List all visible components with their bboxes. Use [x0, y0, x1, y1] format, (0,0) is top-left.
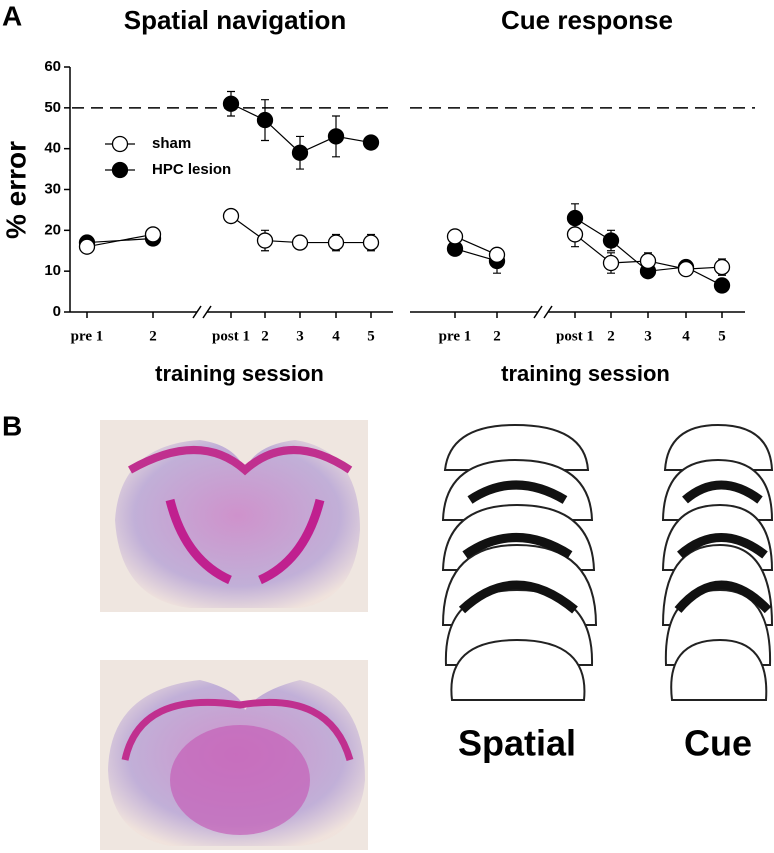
marker [222, 95, 240, 112]
y-tick-label: 20 [44, 221, 61, 238]
series-line [86, 233, 154, 248]
legend-label: HPC lesion [152, 161, 231, 178]
marker [144, 226, 162, 243]
marker [256, 111, 274, 129]
atlas-label: Cue [684, 723, 752, 764]
x-tick-label: 2 [607, 328, 615, 344]
marker [256, 232, 274, 249]
chart-title: Spatial navigation [124, 5, 347, 35]
x-tick-label: 2 [493, 328, 501, 344]
x-tick-label: 2 [149, 328, 157, 344]
marker [222, 207, 240, 225]
x-axis-label: training session [501, 361, 670, 386]
marker [639, 252, 657, 270]
marker [488, 246, 506, 263]
x-tick-label: pre 1 [71, 328, 104, 344]
y-tick-label: 0 [53, 303, 61, 320]
marker [327, 234, 345, 251]
x-tick-label: 4 [332, 328, 340, 344]
x-tick-label: post 1 [212, 328, 250, 344]
x-tick-label: 3 [296, 328, 304, 344]
legend-marker [111, 135, 129, 153]
x-tick-label: 3 [644, 328, 652, 344]
histology-photo [100, 660, 368, 850]
marker [291, 234, 309, 251]
axis-break [192, 305, 202, 319]
atlas-label: Spatial [458, 723, 576, 764]
y-tick-label: 40 [44, 140, 61, 157]
marker [327, 128, 345, 145]
y-tick-label: 50 [44, 99, 61, 116]
axis-break [202, 305, 212, 319]
legend-label: sham [152, 135, 191, 152]
marker [602, 254, 620, 272]
marker [362, 234, 380, 251]
y-tick-label: 60 [44, 58, 61, 75]
x-axis-label: training session [155, 361, 324, 386]
chart-title: Cue response [501, 5, 673, 35]
x-tick-label: 5 [718, 328, 726, 344]
marker [677, 260, 695, 278]
x-tick-label: pre 1 [439, 328, 472, 344]
y-tick-label: 10 [44, 262, 61, 279]
panel-label: A [2, 0, 22, 31]
x-tick-label: 2 [261, 328, 269, 344]
atlas-stack [661, 423, 774, 701]
y-axis-label: % error [0, 141, 31, 239]
marker [291, 144, 309, 161]
axis-break [533, 305, 543, 319]
marker [713, 277, 731, 294]
marker [713, 258, 731, 276]
histology-photo [100, 420, 368, 612]
x-tick-label: post 1 [556, 328, 594, 344]
marker [362, 134, 380, 151]
x-tick-label: 4 [682, 328, 690, 344]
marker [78, 238, 96, 255]
atlas-stack [441, 423, 598, 701]
y-tick-label: 30 [44, 180, 61, 197]
marker [602, 232, 620, 249]
x-tick-label: 5 [367, 328, 375, 344]
marker [446, 228, 464, 245]
panel-label: B [2, 410, 22, 441]
legend-marker [111, 161, 129, 179]
marker [566, 226, 584, 243]
axis-break [543, 305, 553, 319]
